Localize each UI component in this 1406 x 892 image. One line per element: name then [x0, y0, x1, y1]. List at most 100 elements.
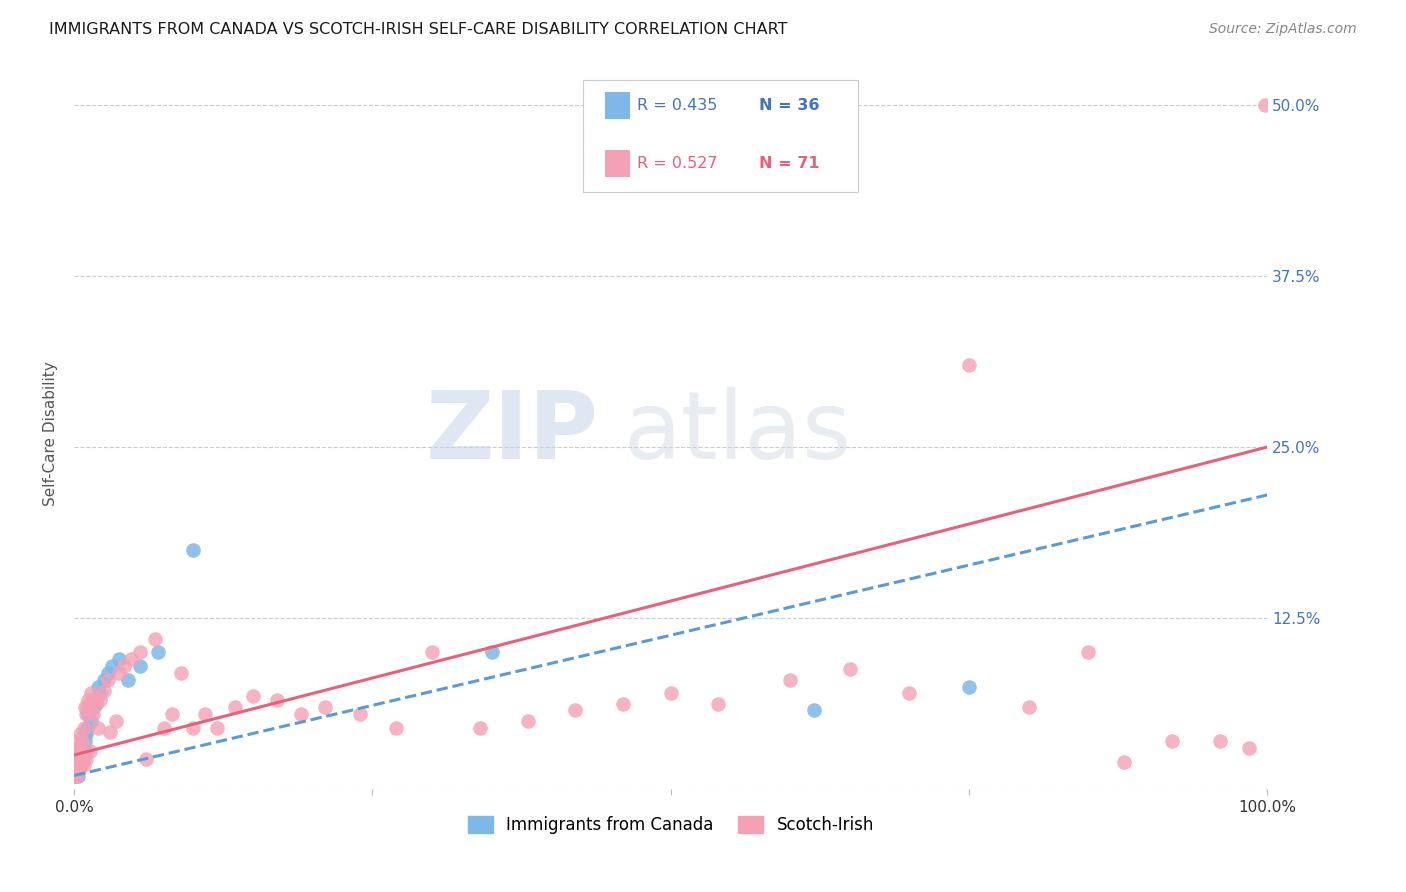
Point: [72, 741, 94, 756]
Point: [101, 659, 124, 673]
Point: [564, 703, 586, 717]
Point: [183, 542, 205, 557]
Point: [93, 673, 115, 687]
Point: [224, 700, 246, 714]
Point: [79, 700, 101, 714]
Point: [957, 358, 980, 372]
Point: [1239, 741, 1261, 756]
Text: atlas: atlas: [623, 387, 851, 479]
Point: [77, 693, 100, 707]
Point: [65, 768, 87, 782]
Point: [72, 734, 94, 748]
Point: [108, 652, 131, 666]
Point: [183, 721, 205, 735]
Point: [65, 768, 87, 782]
Point: [72, 747, 94, 762]
Point: [72, 721, 94, 735]
Point: [82, 693, 104, 707]
Point: [612, 698, 634, 712]
Point: [67, 747, 90, 762]
Point: [1254, 98, 1277, 112]
Point: [65, 747, 87, 762]
Point: [108, 665, 131, 680]
Point: [160, 706, 183, 721]
Point: [72, 757, 94, 772]
Point: [73, 734, 96, 748]
Point: [77, 706, 100, 721]
Point: [1114, 755, 1136, 769]
Point: [420, 645, 443, 659]
Point: [70, 744, 93, 758]
Point: [1208, 734, 1230, 748]
Point: [75, 752, 97, 766]
Point: [80, 693, 103, 707]
Point: [73, 700, 96, 714]
Point: [803, 703, 825, 717]
Point: [266, 693, 288, 707]
Point: [120, 652, 142, 666]
Point: [69, 755, 91, 769]
Point: [779, 673, 801, 687]
Point: [72, 752, 94, 766]
Point: [83, 700, 105, 714]
Point: [80, 700, 103, 714]
Point: [80, 714, 103, 728]
Point: [314, 700, 336, 714]
Point: [112, 659, 135, 673]
Point: [89, 693, 111, 707]
Point: [66, 741, 89, 756]
Point: [290, 706, 312, 721]
Legend: Immigrants from Canada, Scotch-Irish: Immigrants from Canada, Scotch-Irish: [468, 816, 875, 834]
Point: [84, 693, 107, 707]
Point: [104, 714, 127, 728]
Point: [65, 747, 87, 762]
Point: [1077, 645, 1099, 659]
Point: [87, 721, 110, 735]
Point: [87, 680, 110, 694]
Point: [207, 721, 229, 735]
Point: [79, 744, 101, 758]
Point: [481, 645, 503, 659]
Point: [242, 689, 264, 703]
Point: [152, 721, 174, 735]
Y-axis label: Self-Care Disability: Self-Care Disability: [44, 361, 58, 506]
Point: [468, 721, 491, 735]
Text: N = 36: N = 36: [759, 98, 820, 112]
Point: [70, 741, 93, 756]
Point: [69, 727, 91, 741]
Point: [70, 752, 93, 766]
Point: [67, 734, 90, 748]
Point: [69, 744, 91, 758]
Text: IMMIGRANTS FROM CANADA VS SCOTCH-IRISH SELF-CARE DISABILITY CORRELATION CHART: IMMIGRANTS FROM CANADA VS SCOTCH-IRISH S…: [49, 22, 787, 37]
Point: [146, 645, 169, 659]
Point: [65, 762, 87, 776]
Point: [76, 721, 98, 735]
Point: [80, 686, 103, 700]
Point: [67, 762, 90, 776]
Point: [516, 714, 538, 728]
Point: [838, 662, 860, 676]
Point: [66, 762, 89, 776]
Point: [1018, 700, 1040, 714]
Point: [707, 698, 730, 712]
Point: [170, 665, 193, 680]
Point: [65, 768, 87, 782]
Point: [89, 686, 111, 700]
Point: [1160, 734, 1182, 748]
Text: ZIP: ZIP: [426, 387, 599, 479]
Point: [93, 683, 115, 698]
Point: [659, 686, 682, 700]
Point: [66, 768, 89, 782]
Point: [75, 706, 97, 721]
Text: R = 0.527: R = 0.527: [637, 156, 717, 170]
Point: [135, 752, 157, 766]
Point: [194, 706, 217, 721]
Point: [72, 727, 94, 741]
Point: [69, 757, 91, 772]
Text: R = 0.435: R = 0.435: [637, 98, 717, 112]
Point: [96, 665, 118, 680]
Point: [76, 700, 98, 714]
Point: [128, 659, 150, 673]
Point: [65, 755, 87, 769]
Text: N = 71: N = 71: [759, 156, 820, 170]
